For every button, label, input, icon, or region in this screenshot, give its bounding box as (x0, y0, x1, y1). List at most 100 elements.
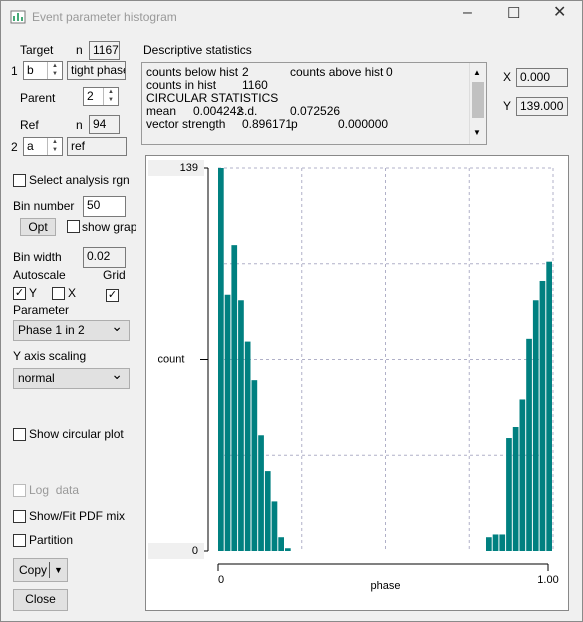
bar (499, 534, 506, 551)
opt-button[interactable]: Opt (20, 218, 56, 236)
y-axis-label: count (158, 353, 185, 365)
target-spin[interactable]: b ▲ ▼ (23, 61, 63, 80)
bar (224, 294, 231, 551)
parameter-dropdown[interactable]: Phase 1 in 2 (13, 317, 130, 341)
checkbox[interactable] (67, 220, 80, 233)
bar (486, 537, 492, 551)
label: X (68, 286, 77, 300)
bar (218, 168, 224, 551)
checkbox[interactable] (13, 174, 26, 187)
label: Grid (103, 268, 126, 282)
ref-spin[interactable]: a ▲ ▼ (23, 137, 63, 156)
label: Autoscale (13, 268, 66, 282)
stat-text: 1160 (242, 78, 268, 92)
bin-width-field: 0.02 (83, 247, 126, 268)
value: a (27, 139, 34, 153)
ref-n-field: 94 (89, 115, 120, 134)
label: Show circular plot (29, 427, 124, 441)
label: Y (503, 99, 512, 113)
bar (231, 245, 238, 552)
x-axis-label: phase (371, 580, 401, 592)
target-n-field: 1167 (89, 41, 120, 60)
checkbox[interactable] (52, 287, 65, 300)
stat-text: counts below hist (146, 65, 239, 79)
y-tick-label: 139 (180, 162, 198, 174)
copy-button[interactable]: Copy ▼ (13, 558, 68, 582)
close-button[interactable]: Close (13, 589, 68, 611)
checkbox[interactable]: ✓ (13, 287, 26, 300)
window-title: Event parameter histogram (32, 10, 177, 24)
bar (264, 471, 271, 551)
bar (258, 435, 264, 551)
bar (251, 380, 258, 551)
label: Parent (20, 91, 56, 105)
bar (519, 399, 526, 551)
stat-text: s.d. (238, 104, 258, 118)
label: X (503, 70, 512, 84)
y-tick-label: 0 (192, 545, 198, 557)
bar (526, 338, 532, 551)
label: Bin number (13, 199, 75, 213)
minimize-button[interactable]: – (463, 4, 472, 21)
stat-text: 0.000000 (338, 117, 389, 131)
bar (285, 548, 291, 551)
label: Show/Fit PDF mix (29, 509, 126, 523)
close-window-button[interactable]: ✕ (553, 4, 567, 21)
label: n (76, 43, 83, 57)
label: Copy (19, 563, 48, 577)
stat-text: 2 (242, 65, 249, 79)
stat-text: 0.896171 (242, 117, 293, 131)
grid-checkbox[interactable]: ✓ (106, 289, 119, 302)
label: Parameter (13, 303, 70, 317)
y-tick-label-box (148, 543, 204, 559)
x-tick-label: 1.00 (537, 574, 558, 586)
y-scaling-dropdown[interactable]: normal (13, 365, 130, 389)
checkbox[interactable] (13, 428, 26, 441)
label: n (76, 118, 83, 132)
ref-name-field: ref (67, 137, 127, 156)
label: show graph (82, 220, 136, 234)
y-tick-label-box (148, 160, 204, 176)
bar (512, 427, 519, 551)
parent-spin[interactable]: 2 ▲ ▼ (83, 87, 119, 106)
bar (506, 438, 512, 551)
label: 2 (11, 140, 18, 154)
checkbox[interactable] (13, 534, 26, 547)
spinner[interactable]: ▲ ▼ (103, 88, 118, 105)
histogram-chart: 0 139 count 0 1.00 phase (145, 155, 569, 611)
label: Log data (29, 483, 80, 497)
label: Partition (29, 533, 74, 547)
bar (539, 280, 546, 551)
bar (532, 300, 539, 551)
checkbox[interactable] (13, 510, 26, 523)
label: Bin width (13, 250, 62, 264)
value: 2 (87, 89, 94, 103)
value: b (27, 63, 34, 77)
label: Y axis scaling (13, 349, 87, 363)
y-field: 139.000 (516, 97, 568, 116)
label: Ref (20, 118, 39, 132)
bar (238, 300, 244, 551)
spinner[interactable]: ▲ ▼ (47, 138, 62, 155)
bar (271, 501, 278, 551)
stats-heading: Descriptive statistics (143, 43, 252, 57)
stat-text: 0 (386, 65, 393, 79)
stat-text: 0.072526 (290, 104, 341, 118)
label: Target (20, 43, 54, 57)
bar (278, 537, 284, 551)
label: 1 (11, 64, 18, 78)
bin-number-field[interactable]: 50 (83, 196, 126, 217)
bar (244, 341, 251, 551)
label: Y (29, 286, 38, 300)
scrollbar[interactable]: ▲ ▼ (469, 63, 486, 144)
spinner[interactable]: ▲ ▼ (47, 62, 62, 79)
x-field: 0.000 (516, 68, 568, 87)
stat-text: 0.004242 (193, 104, 244, 118)
stat-text: mean (146, 104, 177, 118)
stat-text: counts in hist (146, 78, 217, 92)
maximize-button[interactable]: ☐ (507, 5, 521, 22)
stat-text: CIRCULAR STATISTICS (146, 91, 279, 105)
stat-text: p (291, 117, 298, 131)
bar (492, 534, 499, 551)
